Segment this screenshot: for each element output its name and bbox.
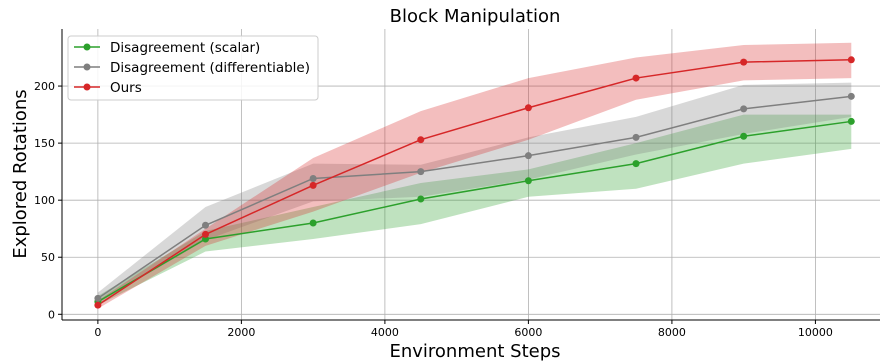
disagreement-differentiable-band	[97, 82, 852, 303]
legend-label-disagreement-scalar: Disagreement (scalar)	[110, 40, 260, 56]
ours-point	[202, 230, 210, 238]
disagreement-scalar-point	[632, 160, 640, 168]
ours-point	[309, 181, 317, 189]
x-tick-label: 4000	[371, 326, 399, 339]
x-axis-label: Environment Steps	[389, 341, 560, 362]
axes	[61, 29, 880, 321]
ours-point	[847, 56, 855, 64]
ours-band	[97, 42, 852, 309]
legend-marker-disagreement-differentiable	[83, 63, 91, 71]
y-tick-label: 50	[41, 251, 55, 264]
disagreement-scalar-line	[97, 120, 852, 303]
disagreement-differentiable-point	[740, 105, 748, 113]
y-tick-label: 100	[34, 194, 55, 207]
legend-label-ours: Ours	[110, 80, 142, 96]
y-tick-label: 200	[34, 80, 55, 93]
x-ticks: 0 2000 4000 6000 8000 10000	[94, 320, 833, 339]
ours-line	[97, 59, 852, 306]
disagreement-differentiable-point	[417, 168, 425, 176]
legend: Disagreement (scalar) Disagreement (diffe…	[67, 35, 319, 101]
ours-point	[417, 136, 425, 144]
y-tick-label: 150	[34, 137, 55, 150]
ours-point	[94, 301, 102, 309]
legend-marker-disagreement-scalar	[83, 43, 91, 51]
disagreement-scalar-point	[847, 117, 855, 125]
ours-point	[524, 104, 532, 112]
x-tick-label: 2000	[227, 326, 255, 339]
disagreement-scalar-point	[740, 132, 748, 140]
ours-point	[740, 58, 748, 66]
y-ticks: 0 50 100 150 200	[34, 80, 62, 321]
legend-box	[67, 35, 319, 101]
y-tick-label: 0	[48, 308, 55, 321]
disagreement-differentiable-point	[94, 294, 102, 302]
disagreement-differentiable-line	[97, 95, 852, 299]
x-tick-label: 10000	[798, 326, 833, 339]
x-tick-label: 0	[94, 326, 101, 339]
disagreement-differentiable-point	[202, 221, 210, 229]
disagreement-differentiable-point	[309, 174, 317, 182]
legend-label-disagreement-differentiable: Disagreement (differentiable)	[110, 60, 310, 76]
y-axis-label: Explored Rotations	[10, 89, 31, 258]
disagreement-scalar-point	[309, 219, 317, 227]
disagreement-differentiable-point	[524, 152, 532, 160]
disagreement-differentiable-point	[847, 92, 855, 100]
legend-marker-ours	[83, 83, 91, 91]
disagreement-scalar-point	[524, 177, 532, 185]
disagreement-differentiable-point	[632, 133, 640, 141]
disagreement-scalar-band	[97, 114, 852, 306]
chart-title: Block Manipulation	[390, 6, 561, 27]
x-tick-label: 6000	[514, 326, 542, 339]
ours-point	[632, 74, 640, 82]
confidence-bands	[97, 42, 852, 309]
series-lines	[97, 59, 852, 306]
disagreement-scalar-point	[417, 195, 425, 203]
x-tick-label: 8000	[658, 326, 686, 339]
series-markers	[94, 56, 855, 309]
